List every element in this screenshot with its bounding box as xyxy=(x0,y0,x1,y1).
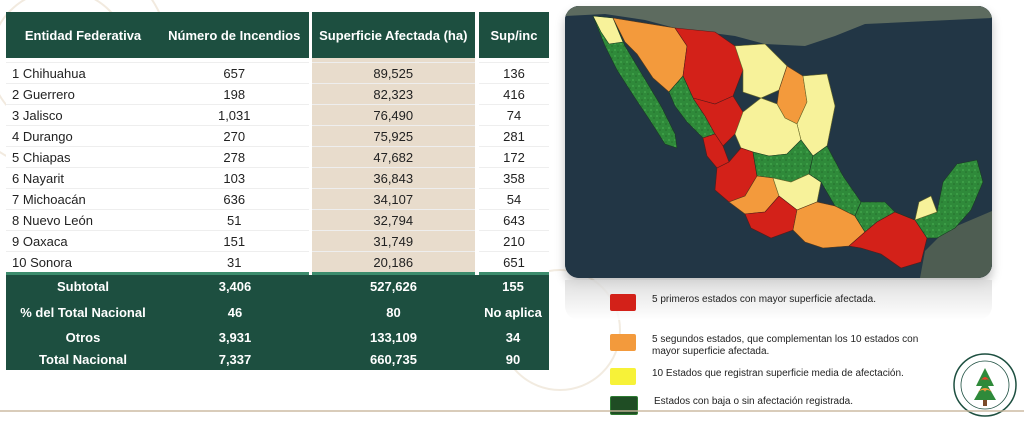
entity-cell: 8 Nuevo León xyxy=(6,209,160,231)
table-row: 7 Michoacán 636 34,107 54 xyxy=(6,188,549,210)
summary-label: Total Nacional xyxy=(6,348,160,370)
table-row: 6 Nayarit 103 36,843 358 xyxy=(6,167,549,189)
summary-row-total: Total Nacional 7,337 660,735 90 xyxy=(6,348,549,370)
fires-cell: 31 xyxy=(160,251,310,274)
ratio-cell: 643 xyxy=(475,209,549,231)
area-cell: 36,843 xyxy=(308,167,479,189)
region-chiapas xyxy=(848,211,928,269)
summary-fires: 7,337 xyxy=(160,348,310,370)
legend-swatch-red xyxy=(610,294,636,311)
legend-swatch-green xyxy=(610,396,638,415)
entity-cell: 4 Durango xyxy=(6,125,160,147)
region-campeche-part xyxy=(914,195,938,221)
legend-item-yellow: 10 Estados que registran superficie medi… xyxy=(610,368,942,385)
fires-cell: 151 xyxy=(160,230,310,252)
column-header-entity: Entidad Federativa xyxy=(6,12,160,58)
summary-fires: 3,931 xyxy=(160,326,310,348)
ratio-cell: 651 xyxy=(475,251,549,274)
legend-item-green: Estados con baja o sin afectación regist… xyxy=(610,396,944,415)
table-row: 8 Nuevo León 51 32,794 643 xyxy=(6,209,549,231)
wildfire-table: Entidad Federativa Número de Incendios S… xyxy=(6,12,549,370)
legend-label: 5 primeros estados con mayor superficie … xyxy=(652,294,876,305)
summary-area: 660,735 xyxy=(310,348,477,370)
entity-cell: 6 Nayarit xyxy=(6,167,160,189)
fire-program-seal-logo xyxy=(952,352,1018,418)
bottom-divider xyxy=(0,410,1024,412)
summary-area: 133,109 xyxy=(310,326,477,348)
fires-cell: 103 xyxy=(160,167,310,189)
ratio-cell: 136 xyxy=(475,62,549,84)
ratio-cell: 210 xyxy=(475,230,549,252)
table-row: 10 Sonora 31 20,186 651 xyxy=(6,251,549,274)
area-cell: 20,186 xyxy=(308,251,479,274)
area-cell: 47,682 xyxy=(308,146,479,168)
ratio-cell: 281 xyxy=(475,125,549,147)
summary-ratio: 155 xyxy=(477,272,549,298)
region-coahuila xyxy=(734,43,788,99)
column-header-area: Superficie Afectada (ha) xyxy=(308,12,479,58)
land-usa xyxy=(565,6,992,46)
column-header-ratio: Sup/inc xyxy=(475,12,549,58)
entity-cell: 7 Michoacán xyxy=(6,188,160,210)
map-reflection xyxy=(565,280,992,320)
region-baja-california xyxy=(592,15,678,149)
ratio-cell: 416 xyxy=(475,83,549,105)
area-cell: 31,749 xyxy=(308,230,479,252)
table-row: 9 Oaxaca 151 31,749 210 xyxy=(6,230,549,252)
entity-cell: 10 Sonora xyxy=(6,251,160,274)
table-row: 3 Jalisco 1,031 76,490 74 xyxy=(6,104,549,126)
ratio-cell: 54 xyxy=(475,188,549,210)
region-baja-north xyxy=(592,15,624,45)
ratio-cell: 74 xyxy=(475,104,549,126)
mexico-fire-map xyxy=(565,6,992,278)
area-cell: 82,323 xyxy=(308,83,479,105)
entity-cell: 1 Chihuahua xyxy=(6,62,160,84)
summary-ratio: No aplica xyxy=(477,298,549,326)
summary-area: 80 xyxy=(310,298,477,326)
summary-label: Subtotal xyxy=(6,272,160,298)
fires-cell: 1,031 xyxy=(160,104,310,126)
fires-cell: 657 xyxy=(160,62,310,84)
entity-cell: 3 Jalisco xyxy=(6,104,160,126)
summary-fires: 3,406 xyxy=(160,272,310,298)
ratio-cell: 172 xyxy=(475,146,549,168)
summary-ratio: 90 xyxy=(477,348,549,370)
summary-label: % del Total Nacional xyxy=(6,298,160,326)
legend-label: 10 Estados que registran superficie medi… xyxy=(652,368,904,379)
area-cell: 76,490 xyxy=(308,104,479,126)
area-cell: 75,925 xyxy=(308,125,479,147)
legend-label: Estados con baja o sin afectación regist… xyxy=(654,396,854,407)
legend-swatch-orange xyxy=(610,334,636,351)
area-cell: 32,794 xyxy=(308,209,479,231)
fires-cell: 270 xyxy=(160,125,310,147)
legend-swatch-yellow xyxy=(610,368,636,385)
fires-cell: 51 xyxy=(160,209,310,231)
fires-cell: 198 xyxy=(160,83,310,105)
area-cell: 89,525 xyxy=(308,62,479,84)
table-row: 1 Chihuahua 657 89,525 136 xyxy=(6,62,549,84)
table-row: 2 Guerrero 198 82,323 416 xyxy=(6,83,549,105)
column-header-fires: Número de Incendios xyxy=(160,12,310,58)
summary-row-subtotal: Subtotal 3,406 527,626 155 xyxy=(6,272,549,298)
entity-cell: 2 Guerrero xyxy=(6,83,160,105)
entity-cell: 5 Chiapas xyxy=(6,146,160,168)
ratio-cell: 358 xyxy=(475,167,549,189)
summary-fires: 46 xyxy=(160,298,310,326)
summary-row-percent: % del Total Nacional 46 80 No aplica xyxy=(6,298,549,326)
land-central-america xyxy=(920,211,992,278)
fires-cell: 636 xyxy=(160,188,310,210)
table-row: 5 Chiapas 278 47,682 172 xyxy=(6,146,549,168)
summary-ratio: 34 xyxy=(477,326,549,348)
fires-cell: 278 xyxy=(160,146,310,168)
summary-row-others: Otros 3,931 133,109 34 xyxy=(6,326,549,348)
legend-item-red: 5 primeros estados con mayor superficie … xyxy=(610,294,942,311)
table-header-row: Entidad Federativa Número de Incendios S… xyxy=(6,12,549,58)
entity-cell: 9 Oaxaca xyxy=(6,230,160,252)
summary-label: Otros xyxy=(6,326,160,348)
area-cell: 34,107 xyxy=(308,188,479,210)
legend-item-orange: 5 segundos estados, que complementan los… xyxy=(610,334,942,358)
legend-label: 5 segundos estados, que complementan los… xyxy=(652,334,919,357)
summary-area: 527,626 xyxy=(310,272,477,298)
table-row: 4 Durango 270 75,925 281 xyxy=(6,125,549,147)
